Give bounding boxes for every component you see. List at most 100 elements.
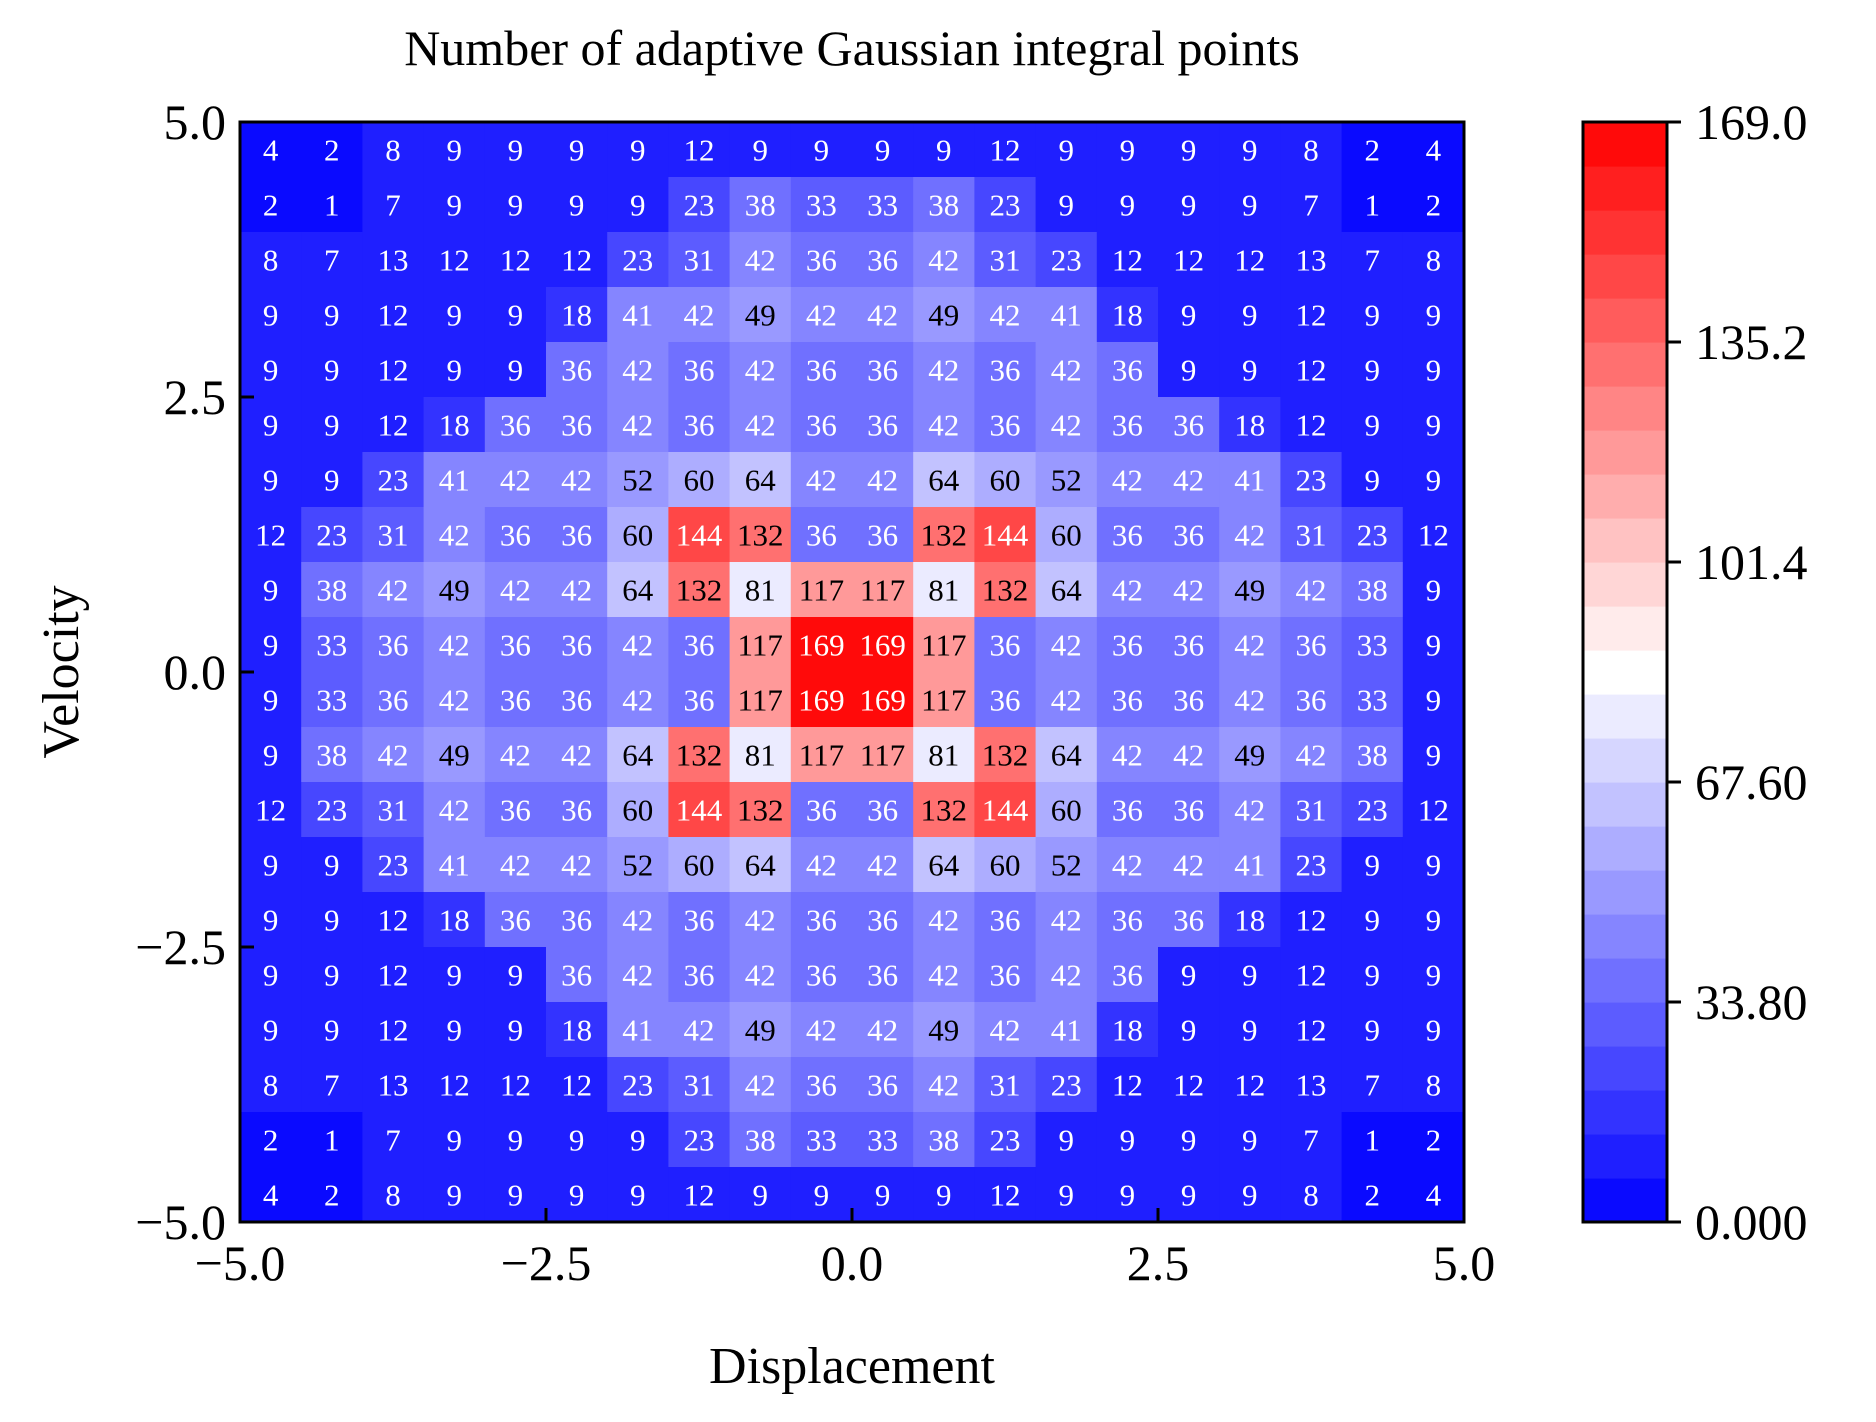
- heatmap-cell-label: 60: [622, 793, 653, 828]
- heatmap-cell-label: 36: [806, 353, 837, 388]
- heatmap-cell: [668, 287, 731, 343]
- heatmap-cell-label: 9: [263, 628, 279, 663]
- heatmap-cell: [484, 397, 547, 453]
- heatmap-cell-label: 42: [806, 463, 837, 498]
- heatmap-cell: [240, 397, 302, 453]
- heatmap-cell-label: 64: [622, 573, 654, 608]
- heatmap-cell-label: 42: [439, 518, 470, 553]
- heatmap-cell-label: 9: [1426, 463, 1442, 498]
- heatmap-cell-label: 4: [263, 133, 279, 168]
- heatmap-cell-label: 42: [439, 683, 470, 718]
- heatmap-cell: [974, 947, 1037, 1003]
- heatmap-cell: [423, 507, 486, 563]
- heatmap-cell: [362, 672, 425, 728]
- heatmap-cell: [668, 782, 731, 838]
- heatmap-cell-label: 12: [378, 408, 409, 443]
- heatmap-cell-label: 8: [385, 133, 401, 168]
- heatmap-cell: [1035, 1057, 1098, 1113]
- heatmap-cell-label: 18: [561, 298, 592, 333]
- heatmap-cell-label: 42: [1296, 738, 1327, 773]
- heatmap-cell: [1280, 947, 1343, 1003]
- heatmap-cell-label: 33: [1357, 628, 1388, 663]
- heatmap-cell: [546, 947, 608, 1003]
- heatmap-cell: [1402, 122, 1465, 178]
- heatmap-cell-label: 12: [1234, 243, 1265, 278]
- heatmap-cell: [607, 1167, 669, 1223]
- heatmap-cell: [1219, 617, 1281, 673]
- heatmap-cell: [729, 122, 792, 178]
- heatmap-cell-label: 42: [439, 628, 470, 663]
- heatmap-cell: [1219, 1002, 1281, 1058]
- heatmap-cell-label: 42: [806, 848, 837, 883]
- heatmap-cell: [362, 782, 425, 838]
- heatmap-cell: [301, 287, 363, 343]
- x-tick-label: −2.5: [501, 1235, 592, 1291]
- heatmap-cell-label: 132: [982, 573, 1029, 608]
- heatmap-cell: [362, 287, 425, 343]
- heatmap-cell: [668, 1002, 731, 1058]
- heatmap-cell-label: 36: [561, 958, 592, 993]
- heatmap-cell-label: 36: [990, 628, 1021, 663]
- heatmap-cell-label: 9: [1364, 848, 1380, 883]
- heatmap-cell: [974, 727, 1037, 783]
- heatmap-cell: [1280, 232, 1343, 288]
- heatmap-cell-label: 52: [622, 848, 653, 883]
- heatmap-cell: [484, 1112, 547, 1168]
- heatmap-cell: [729, 782, 792, 838]
- heatmap-cell: [974, 617, 1037, 673]
- heatmap-cell-label: 41: [1051, 1013, 1082, 1048]
- heatmap-cell: [852, 1057, 914, 1113]
- heatmap-cell: [729, 287, 792, 343]
- heatmap-cell: [484, 892, 547, 948]
- heatmap-cell: [484, 342, 547, 398]
- heatmap-cell: [546, 672, 608, 728]
- heatmap-cell: [729, 452, 792, 508]
- heatmap-cell-label: 36: [500, 408, 531, 443]
- heatmap-cell: [1402, 837, 1465, 893]
- heatmap-cell-label: 33: [867, 188, 898, 223]
- heatmap-cell: [1219, 1057, 1281, 1113]
- heatmap-cell: [240, 452, 302, 508]
- heatmap-cell: [913, 397, 975, 453]
- heatmap-cell: [1096, 342, 1159, 398]
- heatmap-cell-label: 42: [1173, 738, 1204, 773]
- heatmap-cell: [546, 782, 608, 838]
- heatmap-cell: [607, 452, 669, 508]
- heatmap-cell-label: 169: [798, 628, 845, 663]
- heatmap-cell: [546, 397, 608, 453]
- heatmap-cell: [1280, 1057, 1343, 1113]
- heatmap-cell: [1096, 947, 1159, 1003]
- colorbar-segment: [1583, 518, 1667, 563]
- heatmap-cell: [301, 397, 363, 453]
- heatmap-cell-label: 117: [860, 738, 905, 773]
- heatmap-cell: [790, 232, 853, 288]
- heatmap-cell: [913, 1112, 975, 1168]
- heatmap-cell-label: 42: [684, 1013, 715, 1048]
- heatmap-cell: [1096, 837, 1159, 893]
- heatmap-cell-label: 9: [1181, 958, 1197, 993]
- x-tick-label: 0.0: [821, 1235, 884, 1291]
- heatmap-cell-label: 1: [1364, 1123, 1380, 1158]
- heatmap-cell: [1035, 947, 1098, 1003]
- heatmap-cell-label: 64: [745, 463, 777, 498]
- heatmap-cell-label: 132: [676, 738, 723, 773]
- heatmap-cell-label: 42: [928, 958, 959, 993]
- heatmap-cell: [362, 397, 425, 453]
- heatmap-cell-label: 36: [561, 518, 592, 553]
- heatmap-cell: [240, 1057, 302, 1113]
- heatmap-cell: [423, 122, 486, 178]
- heatmap-cell: [1341, 727, 1404, 783]
- heatmap-cell: [423, 1057, 486, 1113]
- heatmap-cell-label: 9: [936, 133, 952, 168]
- heatmap-cell: [484, 507, 547, 563]
- heatmap-cell-label: 9: [1242, 958, 1258, 993]
- heatmap-cell: [546, 122, 608, 178]
- heatmap-cell-label: 36: [990, 903, 1021, 938]
- heatmap-cell: [607, 1057, 669, 1113]
- heatmap-cell: [852, 672, 914, 728]
- heatmap-cell: [1158, 287, 1220, 343]
- heatmap-cell-label: 9: [630, 188, 646, 223]
- heatmap-cell-label: 9: [1242, 188, 1258, 223]
- heatmap-cell-label: 41: [439, 848, 470, 883]
- heatmap-cell: [607, 947, 669, 1003]
